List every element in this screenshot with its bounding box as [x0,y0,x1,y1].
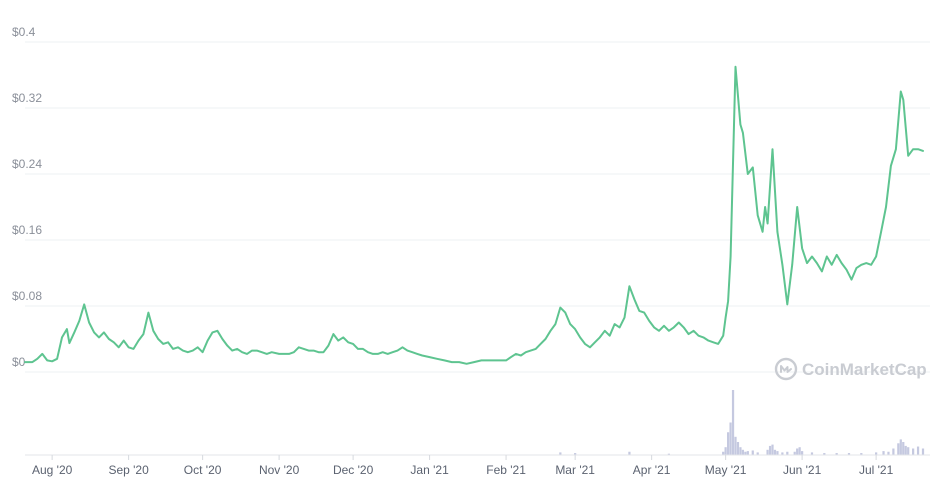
volume-bar [835,453,838,455]
volume-bar [921,448,925,455]
volume-bar [731,390,735,455]
x-tick-label: Apr '21 [633,463,671,477]
volume-bar [810,452,814,455]
y-tick-label: $0.4 [12,25,36,39]
volume-bar [751,450,754,455]
volume-bar [847,453,851,455]
volume-bar [724,447,727,455]
coinmarketcap-logo-icon [774,357,798,381]
volume-bar [768,445,772,455]
volume-bar [736,442,740,455]
volume-bar [875,452,878,455]
volume-bar [882,451,885,455]
x-tick-label: Mar '21 [555,463,595,477]
x-tick-label: Nov '20 [259,463,300,477]
x-tick-label: Aug '20 [32,463,73,477]
price-series-line [24,65,924,365]
volume-bar [887,451,890,455]
volume-bar [796,448,799,455]
volume-bar [771,444,774,455]
y-tick-label: $0.16 [12,223,42,237]
volume-bar [902,442,905,455]
volume-bar [746,451,749,455]
volume-bar [726,432,730,455]
volume-bar [823,453,826,455]
volume-bar [899,439,902,455]
y-axis-ticks: $0 $0.08 $0.16 $0.24 $0.32 $0.4 [12,25,42,369]
watermark-text: CoinMarketCap [802,360,927,379]
y-tick-label: $0.24 [12,157,42,171]
volume-bar [776,451,779,455]
volume-bar [907,447,910,455]
volume-bar [801,451,804,455]
y-tick-label: $0.08 [12,289,42,303]
volume-bar [628,451,631,455]
x-tick-label: May '21 [705,463,747,477]
x-tick-label: Feb '21 [486,463,526,477]
volume-bar [798,447,801,455]
volume-bar [916,446,920,455]
volume-bar [734,436,737,455]
volume-bar [722,451,725,455]
y-gridlines [25,41,930,373]
watermark: CoinMarketCap [774,357,927,381]
volume-bar [756,452,759,455]
y-tick-label: $0 [12,355,26,369]
x-tick-label: Jan '21 [410,463,449,477]
volume-bar [574,453,577,455]
x-tick-label: Jul '21 [859,463,894,477]
volume-bar [892,448,895,455]
volume-bar [766,449,769,455]
volume-bar [860,453,863,455]
x-tick-label: Sep '20 [108,463,149,477]
x-tick-label: Dec '20 [333,463,374,477]
volume-bar [786,451,789,455]
volume-bar [793,451,796,455]
volume-bar [773,449,777,455]
x-tick-label: Jun '21 [783,463,822,477]
volume-bar [904,445,907,455]
volume-bar [739,447,742,455]
x-axis-ticks: Aug '20 Sep '20 Oct '20 Nov '20 Dec '20 Jan '… [32,455,894,477]
x-tick-label: Oct '20 [184,463,222,477]
volume-bar [744,451,747,455]
price-line [24,65,924,365]
volume-bar [912,448,915,455]
volume-bars [559,390,925,455]
volume-bar [781,452,784,455]
y-tick-label: $0.32 [12,91,42,105]
volume-bar [729,422,732,455]
volume-bar [741,449,745,455]
volume-bar [667,453,671,455]
volume-bar [559,452,562,455]
volume-bar [897,443,900,455]
